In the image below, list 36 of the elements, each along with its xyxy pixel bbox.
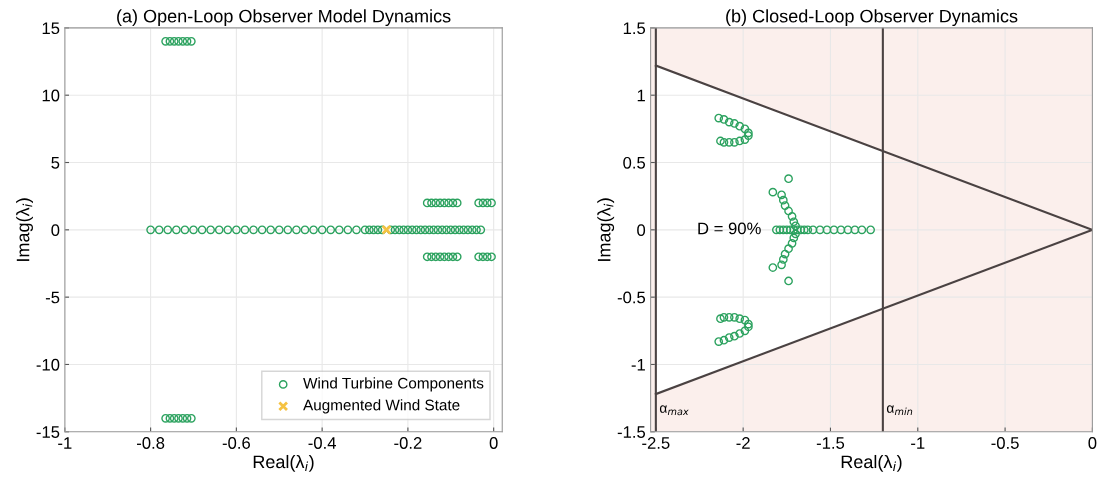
annotation: D = 90%: [698, 222, 761, 235]
y-tick-label: 5: [51, 157, 60, 169]
x-axis-title: Real(λ$_{i}$): [841, 454, 902, 472]
x-tick-label: -2.5: [642, 437, 670, 449]
y-tick-label: 10: [42, 89, 60, 102]
x-tick-label: 0: [1088, 437, 1097, 449]
y-tick-label: -15: [36, 426, 60, 438]
x-tick-label: -0.6: [222, 437, 250, 449]
chart-title: (a) Open-Loop Observer Model Dynamics: [117, 9, 451, 27]
x-tick-label: -1.5: [816, 437, 845, 449]
y-tick-label: -5: [45, 291, 60, 304]
legend-label: Wind Turbine Components: [303, 377, 484, 392]
ref-line-label: α$_{min}$: [886, 405, 913, 415]
y-tick-label: 1.5: [623, 22, 646, 35]
y-tick-label: 0: [51, 224, 60, 237]
y-tick-label: -1: [631, 359, 645, 371]
x-tick-label: -2: [736, 437, 750, 449]
y-tick-label: 0: [637, 224, 646, 237]
y-tick-label: 15: [42, 22, 60, 35]
legend-label: Augmented Wind State: [303, 399, 460, 414]
x-tick-label: -0.2: [394, 437, 422, 449]
x-axis-title: Real(λ$_{i}$): [253, 454, 314, 472]
y-tick-label: -10: [36, 358, 60, 371]
x-tick-label: -1: [911, 437, 925, 449]
x-tick-label: -0.8: [136, 437, 165, 449]
chart-title: (b) Closed-Loop Observer Dynamics: [726, 9, 1018, 27]
y-tick-label: 0.5: [623, 156, 646, 169]
y-tick-label: 1: [637, 89, 645, 102]
x-tick-label: -0.4: [308, 437, 337, 449]
y-tick-label: -1.5: [617, 426, 646, 438]
y-axis-title: Imag(λ$_{i}$): [597, 198, 615, 261]
x-tick-label: 0: [489, 437, 498, 449]
y-tick-label: -0.5: [617, 291, 646, 304]
y-axis-title: Imag(λ$_{i}$): [16, 198, 33, 261]
x-tick-label: -0.5: [991, 437, 1019, 449]
ref-line-label: α$_{max}$: [659, 405, 689, 416]
